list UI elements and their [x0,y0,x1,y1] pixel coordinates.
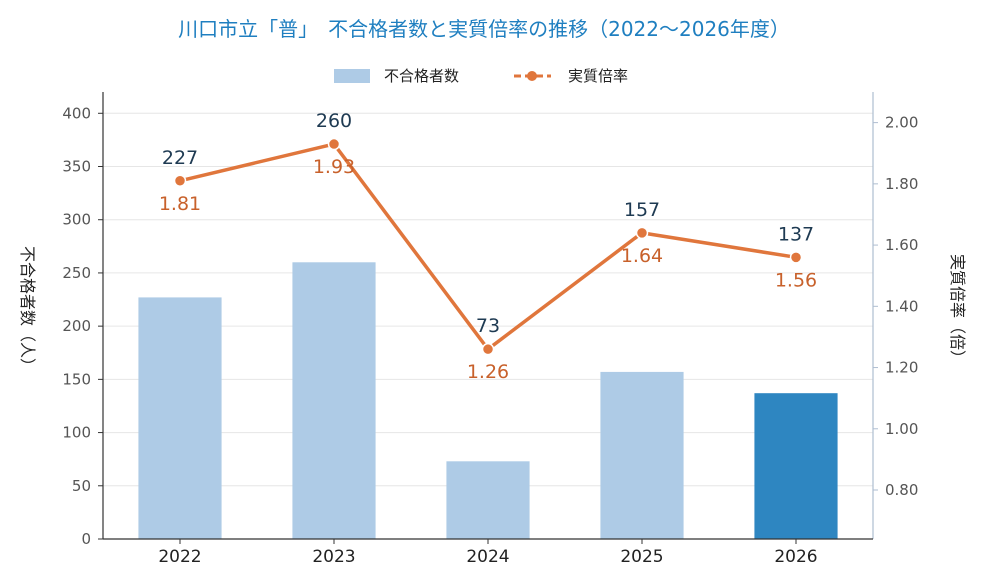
right-tick-label: 2.00 [885,114,918,132]
legend: 不合格者数 実質倍率 [334,67,628,85]
ratio-value-label: 1.56 [775,269,817,291]
ratio-point [481,342,495,356]
bar [600,371,684,539]
right-tick-label: 1.40 [885,297,918,315]
x-tick-label: 2025 [620,547,663,567]
ratio-value-label: 1.26 [467,361,509,383]
right-tick-label: 1.80 [885,175,918,193]
x-tick-label: 2022 [158,547,201,567]
left-tick-label: 100 [62,424,91,442]
bar-labels: 227 260 73 157 137 [162,110,814,337]
left-tick-label: 150 [62,370,91,388]
legend-line-marker [527,71,537,81]
left-tick-label: 350 [62,158,91,176]
right-tick-label: 1.60 [885,236,918,254]
x-tick-label: 2023 [312,547,355,567]
right-tick-label: 1.20 [885,359,918,377]
bar [138,297,222,539]
left-tick-label: 250 [62,264,91,282]
x-axis-ticks: 2022 2023 2024 2025 2026 [158,539,818,567]
legend-bar-label: 不合格者数 [384,67,459,85]
bar [292,262,376,539]
bar-value-label: 227 [162,147,198,169]
left-tick-label: 50 [72,477,91,495]
right-axis-ticks: 0.80 1.00 1.20 1.40 1.60 1.80 2.00 [873,114,918,499]
gridlines [103,112,873,487]
bar-value-label: 260 [316,110,352,132]
bar-value-label: 137 [778,223,814,245]
ratio-line [173,137,803,356]
bars [138,262,838,539]
right-axis-label: 実質倍率（倍） [948,254,967,366]
ratio-labels: 1.81 1.93 1.26 1.64 1.56 [159,156,817,383]
ratio-point [635,226,649,240]
left-tick-label: 300 [62,211,91,229]
left-axis-label: 不合格者数（人） [18,246,37,374]
legend-line-label: 実質倍率 [568,67,628,85]
ratio-value-label: 1.81 [159,193,201,215]
ratio-point [327,137,341,151]
bar-value-label: 157 [624,199,660,221]
legend-bar-swatch [334,69,370,83]
right-tick-label: 0.80 [885,481,918,499]
ratio-value-label: 1.64 [621,245,663,267]
bar [446,461,530,539]
left-tick-label: 0 [81,530,91,548]
chart-title: 川口市立「普」 不合格者数と実質倍率の推移（2022〜2026年度） [178,17,790,41]
right-tick-label: 1.00 [885,420,918,438]
left-tick-label: 400 [62,104,91,122]
left-tick-label: 200 [62,317,91,335]
x-tick-label: 2024 [466,547,509,567]
left-axis-ticks: 0 50 100 150 200 250 300 350 400 [62,104,103,548]
ratio-value-label: 1.93 [313,156,355,178]
ratio-point [789,251,803,264]
x-tick-label: 2026 [774,547,817,567]
bar-value-label: 73 [476,315,500,337]
bar [754,393,838,539]
ratio-point [173,174,187,188]
